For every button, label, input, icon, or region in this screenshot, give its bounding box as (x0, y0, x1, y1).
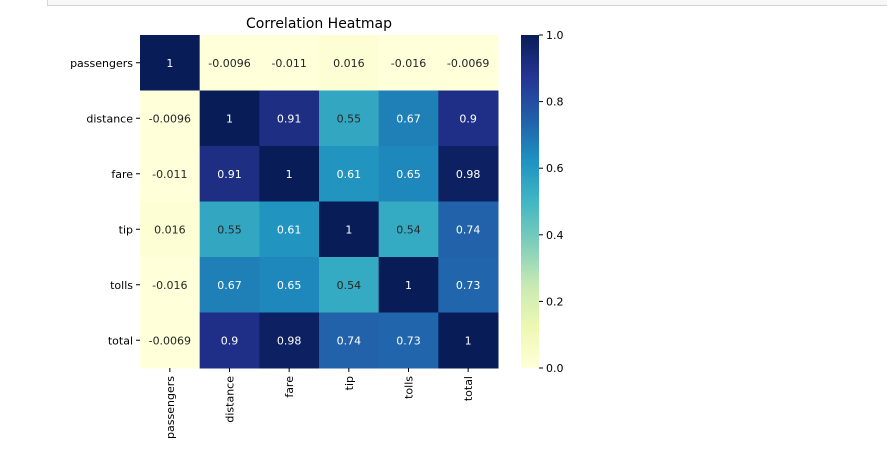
cell-label-tip-passengers: 0.016 (154, 223, 186, 236)
cell-label-distance-tolls: 0.67 (396, 112, 421, 125)
cell-label-fare-tip: 0.61 (337, 168, 362, 181)
heatmap-cell-passengers-tip (319, 35, 380, 91)
colorbar-tick-label: 0.6 (546, 162, 564, 175)
heatmap-cell-tolls-passengers (140, 257, 201, 313)
heatmap-cell-tip-total (438, 201, 499, 258)
heatmap-cell-distance-passengers (140, 90, 201, 147)
y-tick-label-fare: fare (111, 168, 133, 181)
heatmap-cell-tip-passengers (140, 201, 201, 258)
cell-label-tip-total: 0.74 (456, 223, 481, 236)
notebook-output-frame (47, 0, 887, 6)
heatmap-cell-fare-tolls (378, 146, 439, 202)
heatmap-cell-fare-fare (259, 146, 320, 202)
heatmap-cell-fare-passengers (140, 146, 201, 202)
cell-label-total-passengers: -0.0069 (149, 334, 191, 347)
heatmap-cell-total-passengers (140, 312, 201, 369)
cell-label-passengers-fare: -0.011 (271, 57, 306, 70)
x-tick-label-total: total (462, 376, 475, 401)
cell-label-fare-total: 0.98 (456, 168, 481, 181)
cell-label-total-total: 1 (465, 334, 472, 347)
x-tick-label-passengers: passengers (164, 376, 177, 439)
heatmap-cell-tip-distance (199, 201, 260, 258)
heatmap-cell-total-distance (199, 312, 260, 369)
cell-label-tip-tip: 1 (345, 223, 352, 236)
cell-label-tolls-tip: 0.54 (337, 279, 362, 292)
heatmap-cell-tip-tolls (378, 201, 439, 258)
heatmap-cell-tolls-tolls (378, 257, 439, 313)
heatmap-cell-fare-total (438, 146, 499, 202)
cell-label-tolls-fare: 0.65 (277, 279, 302, 292)
colorbar-tick-label: 1.0 (546, 29, 564, 42)
x-tick-label-distance: distance (224, 376, 237, 423)
heatmap-cell-total-fare (259, 312, 320, 369)
cell-label-tolls-passengers: -0.016 (152, 279, 187, 292)
heatmap-cell-passengers-total (438, 35, 499, 91)
cell-label-passengers-passengers: 1 (166, 57, 173, 70)
chart-title: Correlation Heatmap (246, 16, 392, 32)
cell-label-distance-distance: 1 (226, 112, 233, 125)
cell-label-tolls-distance: 0.67 (217, 279, 242, 292)
heatmap-cell-tolls-fare (259, 257, 320, 313)
cell-label-fare-tolls: 0.65 (396, 168, 421, 181)
cell-label-tip-distance: 0.55 (217, 223, 242, 236)
colorbar-tick-label: 0.4 (546, 229, 564, 242)
colorbar: 0.0 0.2 0.4 0.6 0.8 1.0 (521, 29, 564, 375)
heatmap-cell-passengers-fare (259, 35, 320, 91)
x-tick-label-fare: fare (283, 376, 296, 398)
colorbar-tick-label: 0.2 (546, 295, 564, 308)
heatmap-cell-passengers-tolls (378, 35, 439, 91)
heatmap-cell-total-tip (319, 312, 380, 369)
cell-label-total-fare: 0.98 (277, 334, 302, 347)
x-tick-label-tip: tip (343, 376, 356, 390)
cell-label-tolls-tolls: 1 (405, 279, 412, 292)
heatmap-cell-fare-tip (319, 146, 380, 202)
y-tick-label-tip: tip (119, 223, 133, 236)
cell-label-passengers-distance: -0.0096 (208, 57, 250, 70)
cell-label-total-tolls: 0.73 (396, 334, 421, 347)
cell-label-distance-fare: 0.91 (277, 112, 302, 125)
heatmap-cell-total-total (438, 312, 499, 369)
cell-label-total-tip: 0.74 (337, 334, 362, 347)
cell-label-distance-tip: 0.55 (337, 112, 362, 125)
cell-label-tolls-total: 0.73 (456, 279, 481, 292)
cell-label-distance-passengers: -0.0096 (149, 112, 191, 125)
cell-label-tip-fare: 0.61 (277, 223, 302, 236)
y-tick-label-tolls: tolls (110, 279, 133, 292)
heatmap-cell-tip-tip (319, 201, 380, 258)
heatmap-cell-distance-total (438, 90, 499, 147)
heatmap-cell-passengers-distance (199, 35, 260, 91)
cell-label-total-distance: 0.9 (221, 334, 239, 347)
heatmap-cell-distance-tip (319, 90, 380, 147)
y-tick-label-total: total (108, 334, 133, 347)
cell-label-fare-fare: 1 (286, 168, 293, 181)
x-tick-label-tolls: tolls (403, 376, 416, 399)
colorbar-tick-label: 0.0 (546, 362, 564, 375)
cell-label-tip-tolls: 0.54 (396, 223, 421, 236)
heatmap-cell-distance-tolls (378, 90, 439, 147)
heatmap-cell-tolls-distance (199, 257, 260, 313)
colorbar-tick-label: 0.8 (546, 96, 564, 109)
heatmap-cell-tip-fare (259, 201, 320, 258)
heatmap-cell-passengers-passengers (140, 35, 201, 91)
cell-label-fare-passengers: -0.011 (152, 168, 187, 181)
heatmap-cell-distance-fare (259, 90, 320, 147)
heatmap-cell-tolls-tip (319, 257, 380, 313)
heatmap-cell-total-tolls (378, 312, 439, 369)
y-tick-label-distance: distance (86, 112, 133, 125)
cell-label-distance-total: 0.9 (459, 112, 477, 125)
colorbar-gradient (521, 35, 539, 368)
cell-label-passengers-tip: 0.016 (333, 57, 365, 70)
heatmap-cell-distance-distance (199, 90, 260, 147)
cell-label-fare-distance: 0.91 (217, 168, 242, 181)
heatmap-cell-fare-distance (199, 146, 260, 202)
y-tick-label-passengers: passengers (70, 57, 133, 70)
cell-label-passengers-tolls: -0.016 (391, 57, 426, 70)
cell-label-passengers-total: -0.0069 (447, 57, 489, 70)
heatmap-cell-tolls-total (438, 257, 499, 313)
